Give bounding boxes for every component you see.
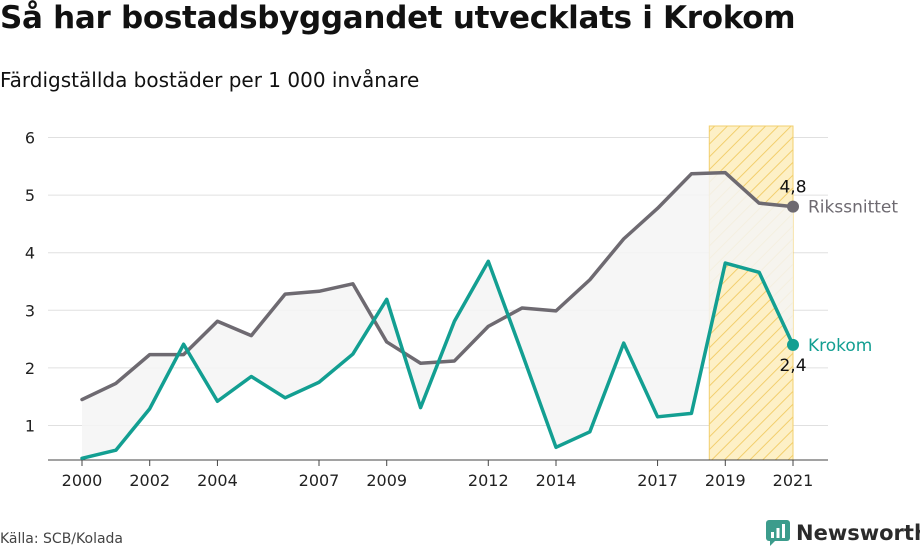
x-tick-label: 2004 bbox=[197, 471, 238, 490]
y-tick-label: 6 bbox=[25, 129, 35, 148]
x-tick-label: 2007 bbox=[299, 471, 340, 490]
value-label-rikssnittet: 4,8 bbox=[779, 178, 806, 198]
y-tick-label: 5 bbox=[25, 186, 35, 205]
series-lines bbox=[80, 170, 799, 461]
x-tick-label: 2019 bbox=[705, 471, 746, 490]
x-tick-label: 2017 bbox=[637, 471, 678, 490]
x-tick-label: 2014 bbox=[536, 471, 577, 490]
series-name-rikssnittet: Rikssnittet bbox=[808, 198, 898, 218]
y-axis: 1 2 3 4 5 6 bbox=[25, 129, 35, 436]
source-note: Källa: SCB/Kolada bbox=[0, 531, 124, 547]
newsworthy-logo[interactable]: Newsworthy bbox=[766, 520, 920, 546]
y-tick-label: 1 bbox=[25, 416, 35, 435]
x-axis: 2000 2002 2004 2007 2009 2012 2014 2017 2019 2021 bbox=[62, 460, 814, 490]
brand-name: Newsworthy bbox=[796, 521, 920, 545]
x-tick-label: 2009 bbox=[366, 471, 407, 490]
x-tick-label: 2021 bbox=[773, 471, 814, 490]
newsworthy-icon bbox=[766, 520, 790, 546]
end-point-rikssnittet bbox=[787, 200, 799, 213]
x-tick-label: 2000 bbox=[62, 471, 103, 490]
y-tick-label: 2 bbox=[25, 359, 35, 378]
x-tick-label: 2002 bbox=[129, 471, 170, 490]
series-line-krokom bbox=[80, 259, 795, 461]
chart-title: Så har bostadsbyggandet utvecklats i Kro… bbox=[0, 0, 796, 36]
value-label-krokom: 2,4 bbox=[779, 356, 806, 376]
y-tick-label: 4 bbox=[25, 244, 35, 263]
series-name-krokom: Krokom bbox=[808, 336, 872, 356]
end-point-krokom bbox=[787, 338, 799, 351]
chart-subtitle: Färdigställda bostäder per 1 000 invånar… bbox=[0, 68, 420, 92]
x-tick-label: 2012 bbox=[468, 471, 509, 490]
y-tick-label: 3 bbox=[25, 301, 35, 320]
difference-band bbox=[82, 172, 793, 459]
